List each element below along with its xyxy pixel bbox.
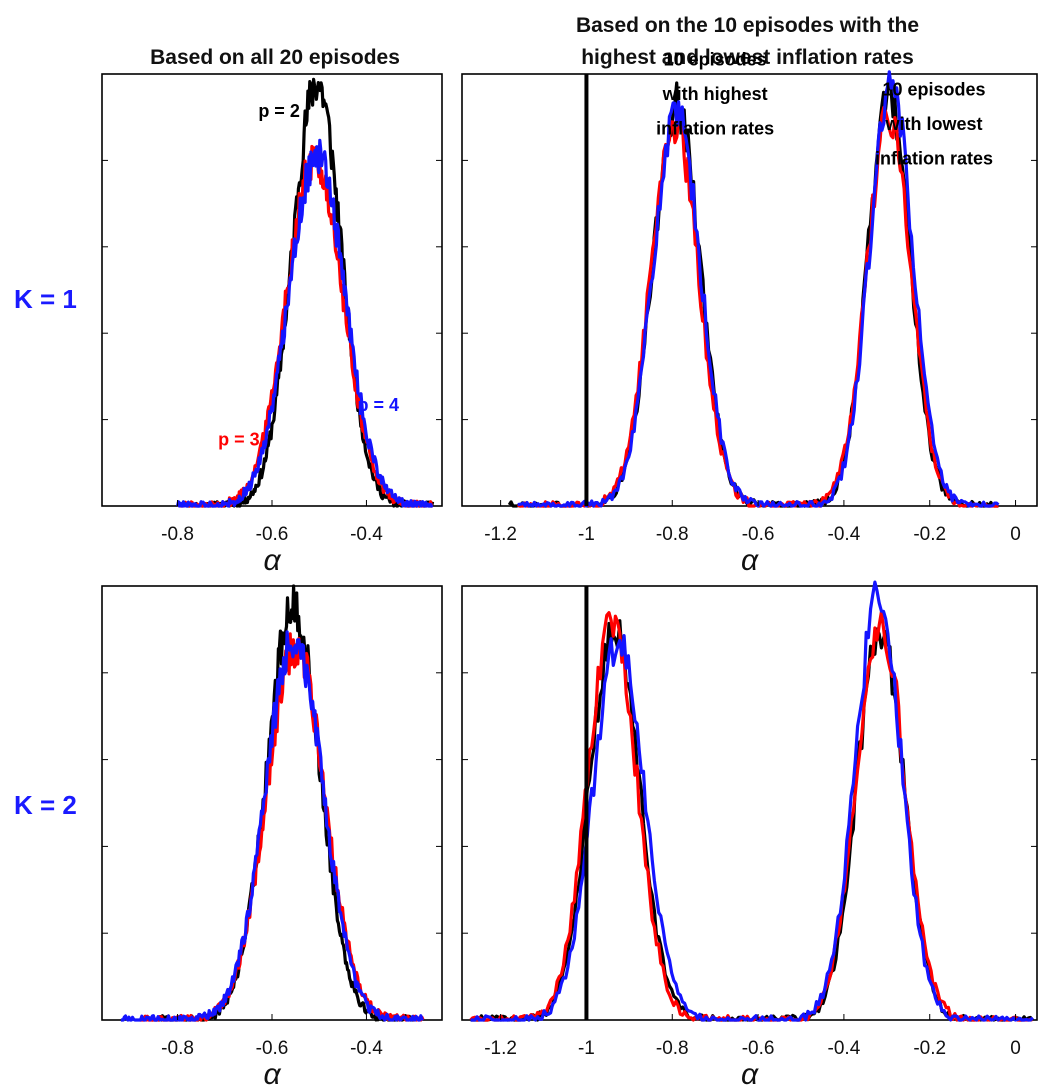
x-axis-label: α	[741, 1058, 759, 1088]
x-tick-label: -0.8	[161, 1038, 194, 1059]
x-tick-label: -1.2	[484, 524, 517, 545]
x-tick-label: -0.2	[913, 1038, 946, 1059]
axes-frame	[461, 73, 1038, 507]
x-tick-label: -0.8	[656, 524, 689, 545]
x-tick-label: -0.6	[742, 524, 775, 545]
x-tick-label: -0.2	[913, 524, 946, 545]
annotation: inflation rates	[656, 118, 774, 138]
x-tick-label: -0.6	[256, 524, 289, 545]
series-line-p-4	[120, 630, 424, 1022]
x-tick-label: 0	[1010, 524, 1021, 545]
annotation: with highest	[662, 84, 768, 104]
axes-frame	[101, 585, 443, 1021]
axes-frame	[101, 73, 443, 507]
annotation: inflation rates	[875, 149, 993, 169]
series-line-p-4	[470, 580, 1034, 1022]
x-axis-label: α	[263, 1058, 281, 1088]
right-column-title-line2: highest and lowest inflation rates	[581, 46, 914, 69]
annotation: p = 4	[357, 395, 399, 415]
x-tick-label: -1	[578, 1038, 595, 1059]
x-tick-label: -0.6	[256, 1038, 289, 1059]
annotation: 10 episodes	[664, 49, 767, 69]
x-axis-label: α	[741, 544, 759, 577]
x-tick-label: -1.2	[484, 1038, 517, 1059]
axes-frame	[461, 585, 1038, 1021]
x-tick-label: 0	[1010, 1038, 1021, 1059]
annotation: 10 episodes	[882, 80, 985, 100]
series-line-p-4	[176, 138, 434, 508]
panel-k2-split: -1.2 -1 -0.8 -0.6 -0.4 -0.2 0 α	[461, 580, 1038, 1088]
panel-k1-split: -1.2 -1 -0.8 -0.6 -0.4 -0.2 0 α 10 episodes with …	[461, 49, 1038, 577]
annotation: with lowest	[885, 114, 983, 134]
x-tick-label: -0.8	[656, 1038, 689, 1059]
annotation: p = 2	[258, 101, 300, 121]
x-axis-label: α	[263, 544, 281, 577]
right-column-title-line1: Based on the 10 episodes with the	[575, 14, 920, 37]
x-tick-label: -1	[578, 524, 595, 545]
row-label-k2: K = 2	[14, 790, 77, 820]
left-column-title: Based on all 20 episodes	[150, 46, 400, 69]
panel-k1-all: -0.8 -0.6 -0.4 α p = 2 p = 3 p = 4	[101, 73, 443, 577]
x-tick-label: -0.8	[161, 524, 194, 545]
annotation: p = 3	[218, 430, 260, 450]
x-tick-label: -0.4	[828, 524, 861, 545]
x-tick-label: -0.6	[742, 1038, 775, 1059]
x-tick-label: -0.4	[350, 524, 383, 545]
x-tick-label: -0.4	[350, 1038, 383, 1059]
x-tick-label: -0.4	[828, 1038, 861, 1059]
row-label-k1: K = 1	[14, 284, 77, 314]
panel-k2-all: -0.8 -0.6 -0.4 α	[101, 584, 443, 1088]
